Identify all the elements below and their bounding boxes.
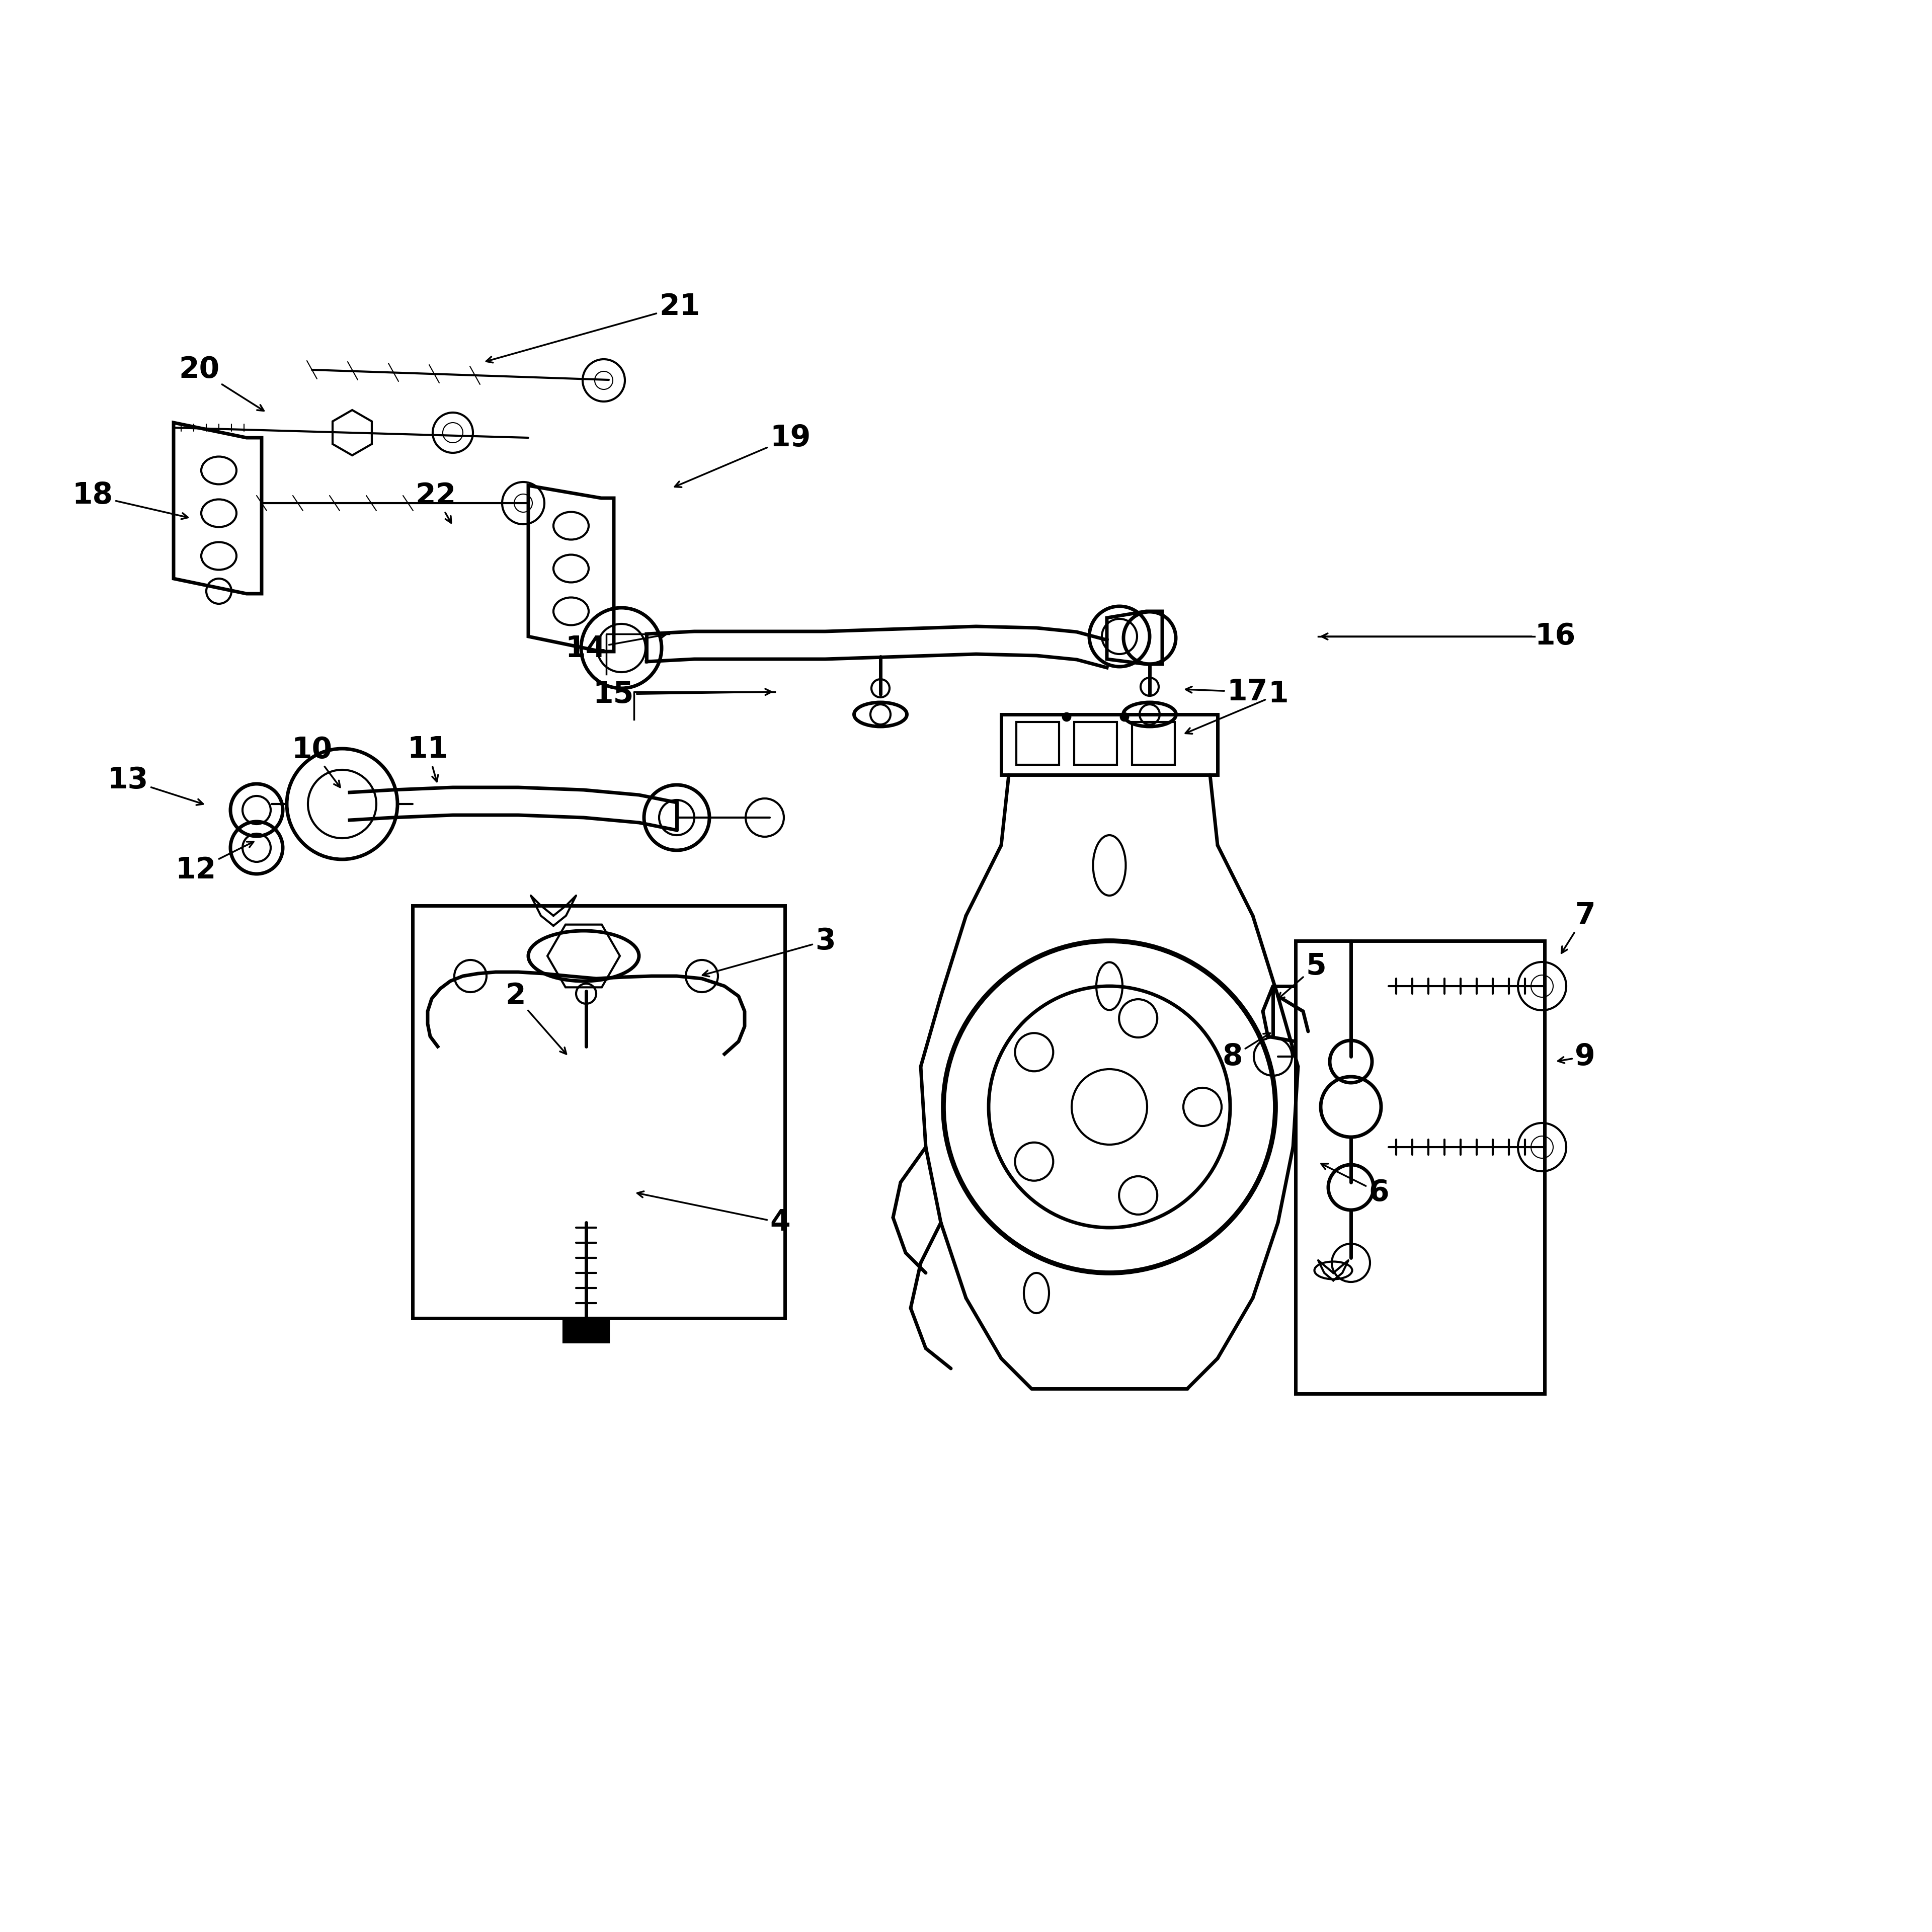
Text: 7: 7 xyxy=(1561,902,1596,952)
Text: 8: 8 xyxy=(1223,1034,1269,1070)
Text: 18: 18 xyxy=(71,481,187,520)
Text: 4: 4 xyxy=(638,1192,790,1236)
Bar xyxy=(1296,941,1544,1393)
Bar xyxy=(413,906,784,1318)
Text: 10: 10 xyxy=(292,736,340,786)
Text: 16: 16 xyxy=(1321,622,1575,651)
Text: 17: 17 xyxy=(1186,678,1267,705)
Text: 22: 22 xyxy=(415,481,456,524)
Text: 14: 14 xyxy=(566,632,667,663)
Text: 9: 9 xyxy=(1557,1041,1596,1070)
Text: 2: 2 xyxy=(506,981,566,1055)
Text: 5: 5 xyxy=(1277,952,1325,999)
Text: 21: 21 xyxy=(487,292,699,363)
Text: 11: 11 xyxy=(408,736,448,782)
Bar xyxy=(564,1318,609,1343)
Text: 3: 3 xyxy=(703,927,835,976)
Circle shape xyxy=(1121,713,1128,721)
Text: 1: 1 xyxy=(1186,680,1289,734)
Text: 20: 20 xyxy=(178,355,265,412)
Bar xyxy=(1001,715,1217,775)
Circle shape xyxy=(1063,713,1070,721)
Text: 19: 19 xyxy=(674,423,811,487)
Bar xyxy=(1074,723,1117,765)
Text: 6: 6 xyxy=(1321,1163,1389,1208)
Bar xyxy=(1016,723,1059,765)
Text: 15: 15 xyxy=(593,680,771,709)
Text: 12: 12 xyxy=(176,842,253,885)
Text: 13: 13 xyxy=(108,765,203,806)
Bar xyxy=(1132,723,1175,765)
